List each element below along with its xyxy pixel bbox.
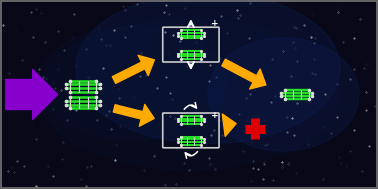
Ellipse shape [38, 26, 227, 140]
Ellipse shape [38, 19, 340, 170]
Text: +: + [211, 19, 218, 28]
Ellipse shape [76, 0, 340, 144]
Text: +: + [211, 111, 218, 120]
Ellipse shape [208, 38, 359, 151]
